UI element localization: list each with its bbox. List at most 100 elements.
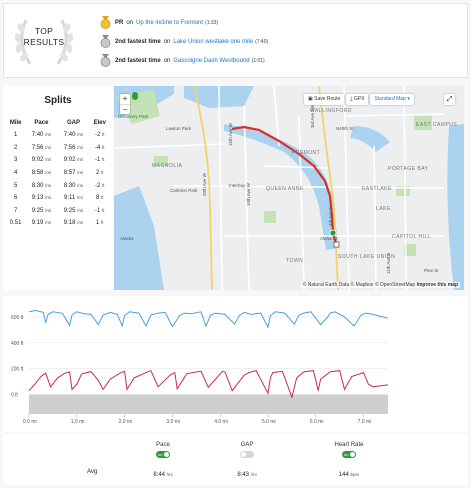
split-mile: 7: [14, 207, 18, 214]
split-mile-cell: 2: [6, 142, 25, 155]
split-elev-cell: 1 ft: [90, 217, 110, 230]
toggle-knob: [350, 452, 355, 457]
split-row: 2 7:56 /mi 7:56 /mi -4 ft: [6, 142, 110, 155]
x-tick-label: 5.0 mi: [262, 419, 276, 425]
label-carleton-park: Carleton Park: [170, 188, 198, 193]
label-3rd-ave: 3rd Ave NW: [310, 104, 315, 128]
split-gap: 8:57: [63, 170, 76, 177]
result-time: (1:01): [251, 57, 265, 64]
split-elev: -1: [94, 157, 101, 164]
split-gap-cell: 9:18 /mi: [57, 217, 89, 230]
split-row: 7 9:25 /mi 9:25 /mi -1 ft: [6, 205, 110, 218]
split-elev: 2: [95, 170, 100, 177]
result-row: PR on Up the incline to Fremont (1:33): [100, 13, 268, 32]
split-gap: 9:25: [63, 207, 76, 214]
label-pine: Pine St: [424, 268, 439, 273]
stat-pace: Pace on 8:44 /mi: [133, 442, 193, 478]
result-row: 2nd fastest time on Lake Union westlake …: [100, 32, 268, 51]
fullscreen-icon[interactable]: ⤢: [444, 94, 455, 105]
label-wallingford: WALLINGFORD: [310, 108, 352, 114]
save-route-button[interactable]: ▣ Save Route: [304, 94, 345, 105]
label-fremont: FREMONT: [292, 150, 321, 156]
stat-gap: GAP 8:43 /mi: [217, 442, 277, 478]
label-eastlake: EASTLAKE: [362, 186, 392, 192]
pace-toggle[interactable]: on: [156, 451, 170, 458]
splits-title: Splits: [44, 95, 72, 106]
gpx-button[interactable]: ⤓ GPX: [346, 94, 369, 105]
split-unit: /mi: [45, 132, 52, 138]
map-highways: [193, 86, 339, 290]
result-on: on: [163, 57, 171, 64]
split-unit: /mi: [45, 144, 52, 150]
split-unit: /mi: [45, 157, 52, 163]
elevation-area: [29, 394, 388, 414]
pace-series-line: [28, 309, 389, 329]
split-unit: /mi: [77, 170, 84, 176]
col-mile: Mile: [9, 119, 22, 126]
split-pace-cell: 7:56 /mi: [25, 142, 57, 155]
split-row: 5 8:30 /mi 8:30 /mi -2 ft: [6, 179, 110, 192]
improve-map-link[interactable]: Improve this map: [416, 282, 458, 288]
elliott-bay-water: [114, 186, 164, 290]
split-pace-cell: 9:13 /mi: [25, 192, 57, 205]
route-start-marker: [329, 229, 337, 237]
split-row: 1 7:40 /mi 7:40 /mi -2 ft: [6, 129, 110, 142]
zoom-in-button[interactable]: +: [122, 94, 128, 103]
y-tick-label: 400 ft: [11, 341, 24, 347]
save-route-label: Save Route: [314, 96, 341, 102]
map-type-select[interactable]: Standard Map ▾: [370, 94, 414, 105]
segment-link[interactable]: Up the incline to Fremont: [136, 19, 204, 26]
split-mile-cell: 0.51: [6, 217, 25, 230]
toggle-knob: [241, 452, 246, 457]
x-tick-label: 7.0 mi: [358, 419, 372, 425]
heart-rate-toggle[interactable]: on: [342, 451, 356, 458]
label-interbay: Interbay: [229, 183, 246, 188]
split-gap-cell: 9:11 /mi: [57, 192, 89, 205]
label-10th-ave: 10th Ave W: [246, 183, 251, 206]
stat-number: 8:43: [237, 472, 249, 478]
result-time: (7:40): [255, 38, 269, 45]
result-on: on: [163, 38, 171, 45]
download-icon: ⤓: [350, 96, 354, 102]
stat-heart-rate: Heart Rate on 144 bpm: [319, 442, 379, 478]
map-attribution: © Natural Earth Data © Mapbox © OpenStre…: [300, 282, 460, 288]
silver-medal-icon: [100, 35, 111, 48]
toggle-text: on: [158, 452, 163, 457]
split-pace: 9:25: [31, 207, 44, 214]
park-area: [404, 244, 416, 256]
chart-svg[interactable]: 600 ft 400 ft 200 ft 0 ft 0.0 mi 1.0 mi 2.0 mi…: [3, 296, 468, 432]
label-4th-ave: 4th Ave N: [328, 206, 333, 226]
splits-panel: Splits Mile Pace GAP Elev 1 7:40 /mi 7:40 …: [3, 86, 113, 290]
x-tick-label: 0.0 mi: [23, 419, 37, 425]
stat-number: 144: [338, 472, 349, 478]
label-alaska: Alaska: [120, 236, 134, 241]
stat-value: 144 bpm: [319, 472, 379, 478]
label-portage-bay: PORTAGE BAY: [388, 166, 429, 172]
stat-value: 8:44 /mi: [133, 472, 193, 478]
splits-header-row: Mile Pace GAP Elev: [6, 116, 110, 129]
x-tick-label: 2.0 mi: [119, 419, 133, 425]
split-unit: /mi: [45, 220, 52, 226]
split-unit: ft: [101, 170, 104, 176]
avg-label: Avg: [87, 469, 98, 475]
split-gap: 7:56: [63, 144, 76, 151]
split-unit: /mi: [77, 182, 84, 188]
split-gap-cell: 9:25 /mi: [57, 205, 89, 218]
segment-link[interactable]: Gascoigne Dash Westbound: [173, 57, 250, 64]
segment-link[interactable]: Lake Union westlake one mile: [173, 38, 254, 45]
zoom-out-button[interactable]: −: [120, 104, 130, 114]
top-results-card: TOP RESULTS PR on Up the incline to Frem…: [3, 3, 468, 78]
split-elev-cell: -1 ft: [90, 154, 110, 167]
map-canvas[interactable]: [114, 86, 464, 290]
split-row: 0.51 9:19 /mi 9:18 /mi 1 ft: [6, 217, 110, 230]
y-tick-label: 0 ft: [11, 393, 19, 399]
label-lawton-park: Lawton Park: [166, 126, 192, 131]
gap-toggle[interactable]: [240, 451, 254, 458]
label-queen-anne: QUEEN ANNE: [266, 186, 304, 192]
split-unit: ft: [102, 132, 105, 138]
label-20th-ave: 20th Ave W: [202, 173, 207, 196]
stat-unit: bpm: [350, 472, 360, 477]
park-area: [154, 156, 168, 166]
analysis-chart[interactable]: 600 ft 400 ft 200 ft 0 ft 0.0 mi 1.0 mi 2.0 mi…: [3, 296, 468, 432]
route-map[interactable]: Discovery Park Lawton Park MAGNOLIA Carl…: [114, 86, 464, 290]
